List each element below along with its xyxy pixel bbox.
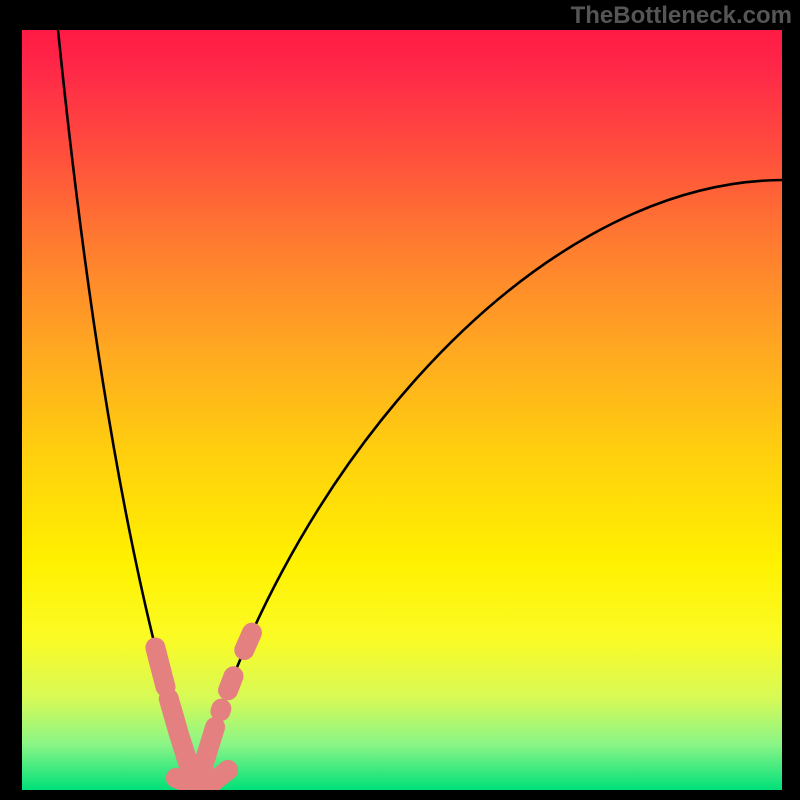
- curve-left-branch: [58, 30, 197, 790]
- curve-layer: [0, 0, 800, 800]
- data-pill: [213, 770, 228, 782]
- data-pill: [163, 678, 165, 686]
- chart-container: TheBottleneck.com: [0, 0, 800, 800]
- data-pill: [205, 727, 215, 759]
- curve-right-branch: [197, 180, 782, 790]
- data-pill: [228, 676, 233, 690]
- data-pill: [220, 709, 221, 712]
- data-pill: [179, 735, 190, 769]
- watermark-text: TheBottleneck.com: [571, 2, 792, 30]
- data-pill: [244, 633, 252, 650]
